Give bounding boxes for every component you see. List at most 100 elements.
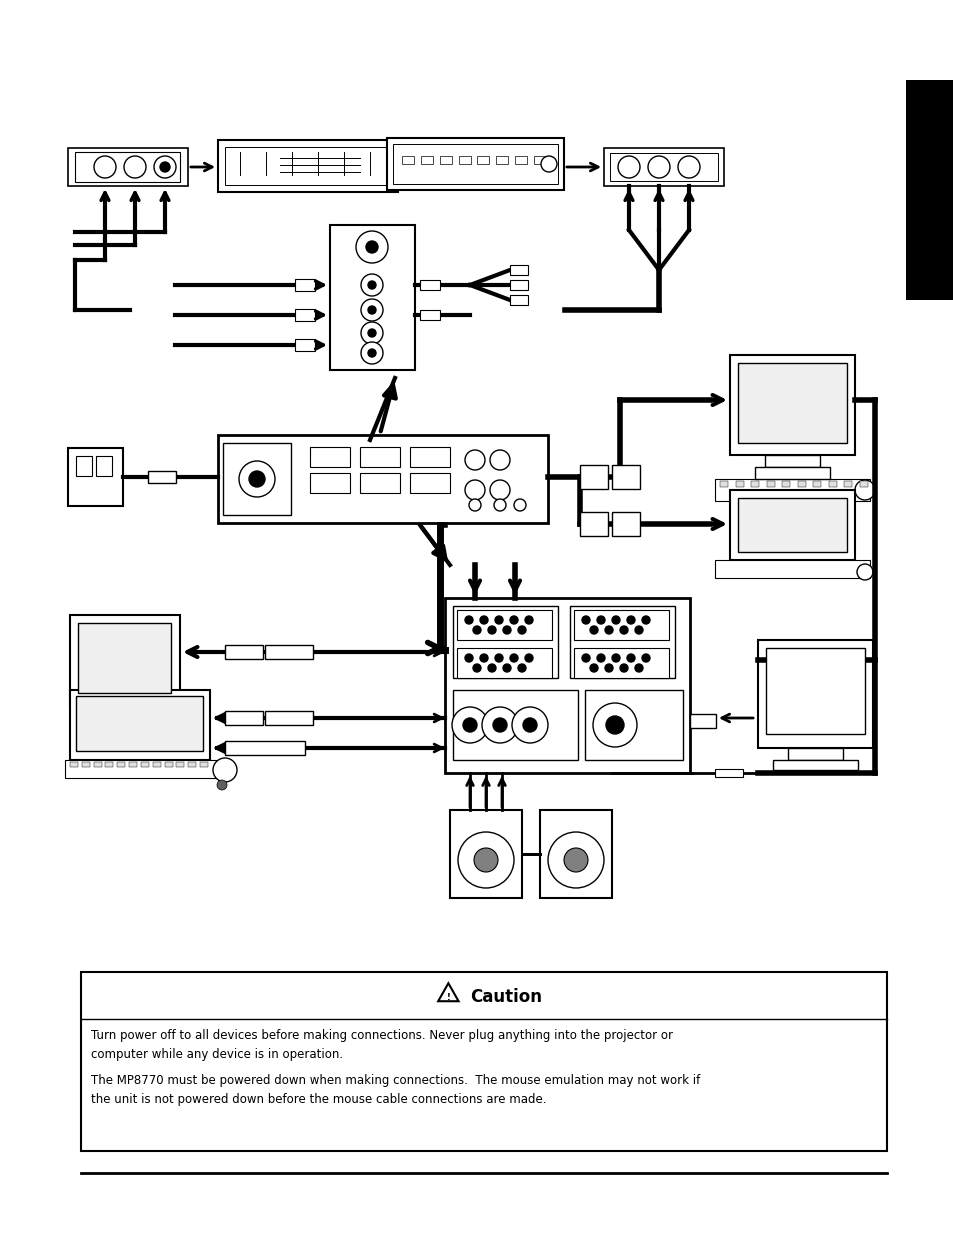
Bar	[781, 480, 789, 487]
Bar	[496, 156, 508, 164]
Bar	[729, 354, 854, 454]
Text: !: !	[446, 993, 450, 1002]
Circle shape	[368, 306, 375, 314]
Bar	[129, 762, 137, 767]
Circle shape	[547, 832, 603, 888]
Bar	[410, 473, 450, 493]
Bar	[905, 80, 953, 300]
Bar	[387, 138, 563, 190]
Circle shape	[495, 655, 502, 662]
Bar	[330, 225, 415, 370]
Circle shape	[517, 664, 525, 672]
Circle shape	[618, 156, 639, 178]
Polygon shape	[437, 983, 458, 1002]
Bar	[265, 711, 313, 725]
Circle shape	[368, 350, 375, 357]
Bar	[476, 156, 489, 164]
Bar	[738, 498, 846, 552]
Bar	[603, 148, 723, 186]
Circle shape	[678, 156, 700, 178]
Circle shape	[626, 655, 635, 662]
Bar	[78, 622, 171, 693]
Bar	[65, 760, 220, 778]
Bar	[70, 762, 78, 767]
Bar	[735, 480, 742, 487]
Bar	[225, 711, 263, 725]
Circle shape	[481, 706, 517, 743]
Bar	[584, 690, 682, 760]
Bar	[393, 144, 558, 184]
Bar	[750, 480, 759, 487]
Bar	[772, 760, 857, 769]
Circle shape	[124, 156, 146, 178]
Circle shape	[605, 716, 623, 734]
Bar	[265, 645, 313, 659]
Circle shape	[213, 758, 236, 782]
Bar	[439, 156, 451, 164]
Text: Turn power off to all devices before making connections. Never plug anything int: Turn power off to all devices before mak…	[91, 1029, 673, 1061]
Circle shape	[635, 626, 642, 634]
Bar	[569, 606, 675, 678]
Circle shape	[612, 655, 619, 662]
Bar	[96, 456, 112, 475]
Bar	[310, 473, 350, 493]
Circle shape	[457, 832, 514, 888]
Bar	[729, 490, 854, 559]
Circle shape	[647, 156, 669, 178]
Bar	[68, 448, 123, 506]
Bar	[76, 697, 203, 751]
Circle shape	[464, 616, 473, 624]
Bar	[510, 295, 527, 305]
Circle shape	[494, 499, 505, 511]
Bar	[828, 480, 836, 487]
Circle shape	[464, 480, 484, 500]
Text: The MP8770 must be powered down when making connections.  The mouse emulation ma: The MP8770 must be powered down when mak…	[91, 1073, 700, 1105]
Bar	[714, 479, 869, 501]
Circle shape	[593, 703, 637, 747]
Bar	[574, 610, 668, 640]
Bar	[539, 810, 612, 898]
Bar	[766, 480, 774, 487]
Circle shape	[462, 718, 476, 732]
Circle shape	[368, 329, 375, 337]
Bar	[225, 741, 305, 755]
Circle shape	[522, 718, 537, 732]
Bar	[410, 447, 450, 467]
Bar	[294, 309, 314, 321]
Circle shape	[589, 626, 598, 634]
Circle shape	[626, 616, 635, 624]
Circle shape	[488, 664, 496, 672]
Circle shape	[524, 616, 533, 624]
Bar	[148, 471, 175, 483]
Circle shape	[510, 655, 517, 662]
Bar	[720, 480, 727, 487]
Circle shape	[452, 706, 488, 743]
Bar	[218, 435, 547, 522]
Bar	[843, 480, 852, 487]
Bar	[294, 279, 314, 291]
Circle shape	[473, 626, 480, 634]
Bar	[419, 280, 439, 290]
Bar	[75, 152, 180, 182]
Circle shape	[493, 718, 506, 732]
Circle shape	[355, 231, 388, 263]
Circle shape	[360, 299, 382, 321]
Bar	[152, 762, 160, 767]
Circle shape	[360, 322, 382, 345]
Bar	[176, 762, 184, 767]
Circle shape	[510, 616, 517, 624]
Bar	[609, 153, 718, 182]
Bar	[510, 280, 527, 290]
Text: Caution: Caution	[470, 988, 542, 1007]
Bar	[453, 606, 558, 678]
Circle shape	[597, 616, 604, 624]
Bar	[458, 156, 470, 164]
Circle shape	[479, 616, 488, 624]
Bar	[612, 513, 639, 536]
Bar	[100, 705, 150, 718]
Bar	[787, 748, 842, 760]
Bar	[68, 148, 188, 186]
Circle shape	[641, 616, 649, 624]
Circle shape	[612, 616, 619, 624]
Bar	[106, 762, 113, 767]
